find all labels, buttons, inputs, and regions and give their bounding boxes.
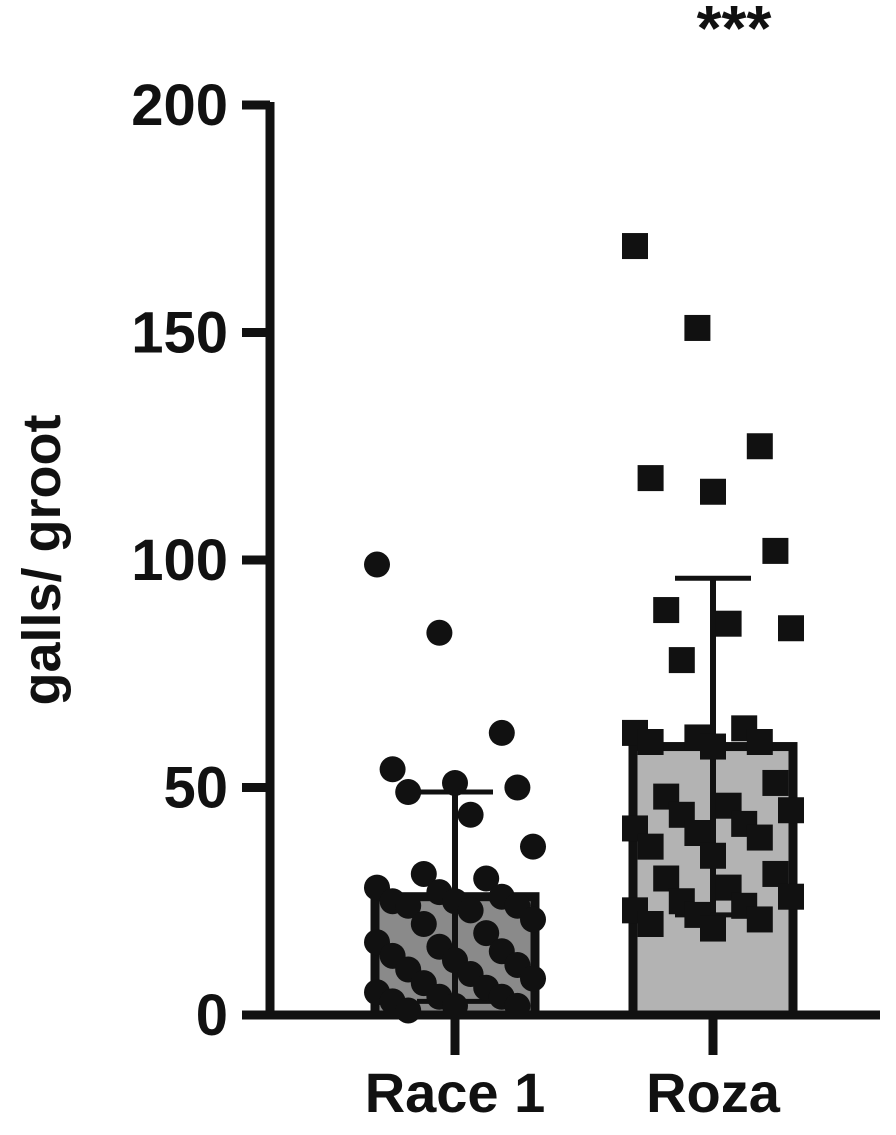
data-point xyxy=(637,833,664,860)
data-point xyxy=(457,897,484,924)
data-point xyxy=(364,551,390,578)
data-point xyxy=(653,597,680,624)
data-point xyxy=(778,615,804,642)
data-point xyxy=(746,906,773,933)
data-points xyxy=(364,233,804,1024)
data-point xyxy=(684,820,711,846)
data-point xyxy=(379,756,406,783)
data-point xyxy=(762,860,789,887)
data-point xyxy=(520,906,546,933)
data-point xyxy=(762,537,789,564)
data-point xyxy=(637,465,664,492)
data-point xyxy=(637,911,664,937)
x-axis: Race 1 Roza xyxy=(266,1010,880,1124)
data-point xyxy=(746,824,773,851)
x-tick-label: Roza xyxy=(646,1061,781,1124)
y-tick-label: 200 xyxy=(131,73,228,138)
data-point xyxy=(746,729,773,755)
y-axis-label: galls/ groot xyxy=(12,414,72,705)
data-point xyxy=(395,997,422,1024)
x-tick-label: Race 1 xyxy=(365,1061,546,1124)
data-point xyxy=(637,729,664,755)
data-point xyxy=(700,733,726,760)
data-point xyxy=(653,865,680,892)
data-point xyxy=(778,883,804,910)
data-point xyxy=(746,433,773,460)
data-point xyxy=(700,842,726,869)
data-point xyxy=(700,915,726,942)
data-point xyxy=(426,619,453,646)
data-point xyxy=(395,892,422,919)
y-tick-label: 0 xyxy=(196,983,228,1048)
significance-annotation: *** xyxy=(697,0,772,64)
y-tick-label: 100 xyxy=(131,528,228,593)
y-axis: 0 50 100 150 200 xyxy=(131,73,275,1048)
data-point xyxy=(473,920,500,947)
data-point xyxy=(395,779,422,806)
data-point xyxy=(715,610,742,637)
data-point xyxy=(622,233,648,260)
data-point xyxy=(410,860,437,887)
data-point xyxy=(473,865,500,892)
data-point xyxy=(668,647,695,674)
y-tick-label: 50 xyxy=(163,756,228,821)
data-point xyxy=(684,314,711,341)
data-point xyxy=(762,769,789,796)
y-tick-label: 150 xyxy=(131,301,228,366)
data-point xyxy=(778,797,804,824)
data-point xyxy=(410,911,437,937)
data-point xyxy=(520,965,546,992)
data-point xyxy=(442,769,468,796)
data-point xyxy=(520,833,546,860)
data-point xyxy=(457,801,484,828)
data-point xyxy=(504,774,531,801)
data-point xyxy=(700,478,726,505)
data-point xyxy=(488,719,515,746)
